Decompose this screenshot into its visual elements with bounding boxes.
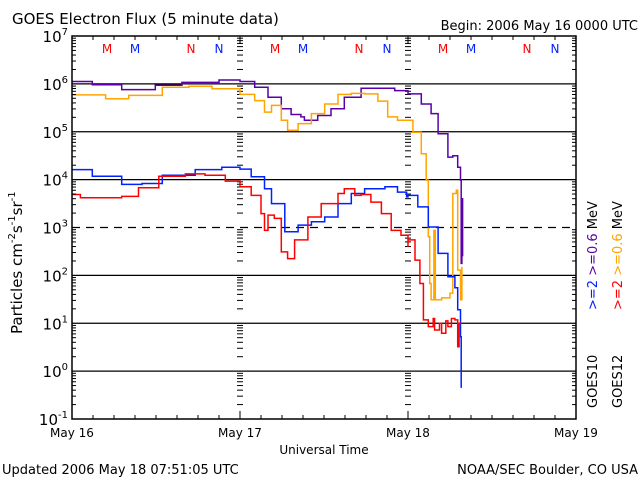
chart-title: GOES Electron Flux (5 minute data) bbox=[12, 10, 279, 28]
legend-entries: >=2 >=0.6 MeV bbox=[586, 201, 601, 310]
x-tick-label: May 17 bbox=[218, 426, 262, 440]
local-time-marker: N bbox=[551, 42, 560, 56]
y-tick-label: 104 bbox=[43, 171, 68, 190]
legend-satellite-label: GOES10 bbox=[586, 355, 601, 408]
y-tick-label: 106 bbox=[43, 75, 68, 94]
y-tick-label: 103 bbox=[43, 219, 68, 238]
legend-entry-label: MeV bbox=[611, 201, 626, 233]
local-time-marker: M bbox=[466, 42, 476, 56]
legend-entries: >=2 >=0.6 MeV bbox=[611, 201, 626, 310]
y-tick-label: 102 bbox=[43, 266, 68, 285]
begin-time-label: Begin: 2006 May 16 0000 UTC bbox=[441, 19, 638, 34]
y-axis-label-text: Particles cm-2s-1sr-1 bbox=[7, 191, 26, 334]
y-tick-label: 100 bbox=[43, 362, 68, 381]
legend-entry-label: >=2 bbox=[611, 280, 626, 310]
y-tick-label: 107 bbox=[43, 27, 68, 46]
legend-satellite-label: GOES12 bbox=[611, 355, 626, 408]
local-time-marker: M bbox=[438, 42, 448, 56]
legend-entry-label: MeV bbox=[586, 201, 601, 233]
legend-entry-group: >=2 >=0.6 MeV bbox=[611, 201, 626, 310]
legend-entry-group: >=2 >=0.6 MeV bbox=[586, 201, 601, 310]
series-line bbox=[72, 79, 464, 265]
local-time-marker: N bbox=[215, 42, 224, 56]
source-credit: NOAA/SEC Boulder, CO USA bbox=[457, 463, 638, 478]
series-line bbox=[72, 85, 463, 301]
local-time-marker: M bbox=[298, 42, 308, 56]
updated-timestamp: Updated 2006 May 18 07:51:05 UTC bbox=[2, 463, 239, 478]
local-time-marker: N bbox=[355, 42, 364, 56]
x-tick-label: May 18 bbox=[386, 426, 430, 440]
x-axis-label: Universal Time bbox=[279, 443, 368, 457]
y-axis-label: Particles cm-2s-1sr-1 bbox=[7, 191, 26, 334]
local-time-marker: M bbox=[102, 42, 112, 56]
local-time-marker: M bbox=[270, 42, 280, 56]
legend-entry-label: >=0.6 bbox=[611, 233, 626, 280]
local-time-marker: N bbox=[383, 42, 392, 56]
legend-entry-label: >=0.6 bbox=[586, 233, 601, 280]
series-line bbox=[72, 166, 462, 388]
y-tick-label: 10-1 bbox=[39, 410, 68, 429]
legend-entry-label: >=2 bbox=[586, 280, 601, 310]
x-tick-label: May 16 bbox=[50, 426, 94, 440]
x-tick-label: May 19 bbox=[554, 426, 598, 440]
y-tick-label: 101 bbox=[43, 314, 68, 333]
local-time-marker: M bbox=[130, 42, 140, 56]
legend-satellite-name: GOES12 bbox=[611, 355, 626, 408]
series-line bbox=[72, 173, 462, 348]
local-time-marker: N bbox=[523, 42, 532, 56]
y-tick-label: 105 bbox=[43, 123, 68, 142]
legend-satellite-name: GOES10 bbox=[586, 355, 601, 408]
local-time-marker: N bbox=[187, 42, 196, 56]
